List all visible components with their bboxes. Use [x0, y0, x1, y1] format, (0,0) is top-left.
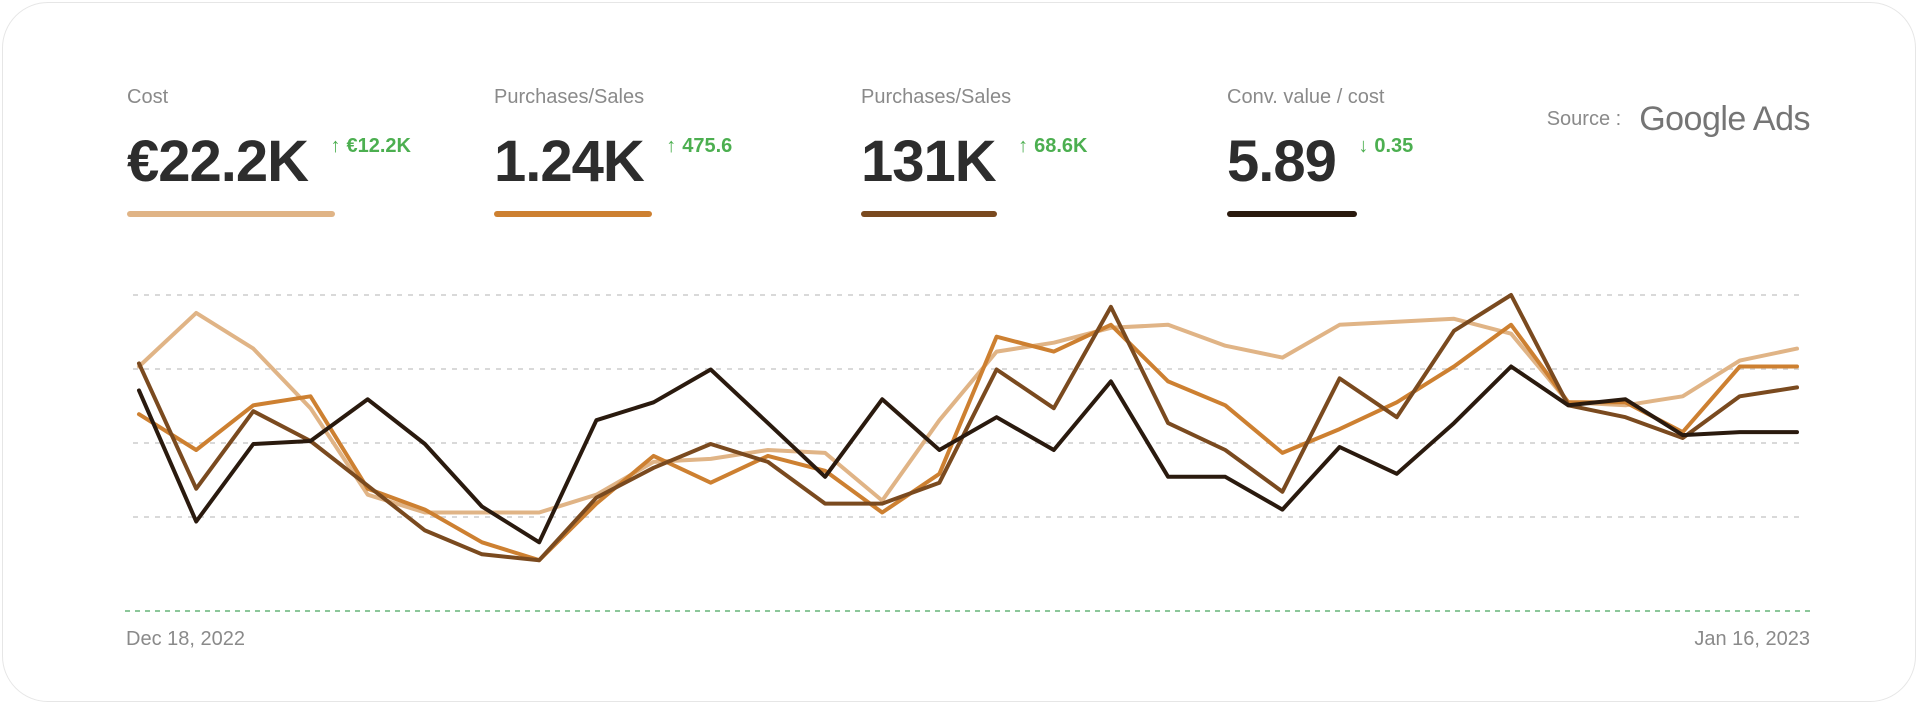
source: Source : Google Ads: [1546, 100, 1811, 139]
metric-purchases-sales-1[interactable]: Purchases/Sales 1.24K ↑ 475.6: [494, 86, 732, 217]
grid-lines: [125, 294, 1813, 612]
metric-label: Purchases/Sales: [494, 86, 645, 108]
series-line-1: [137, 310, 1799, 515]
metric-delta-value: 475.6: [682, 135, 733, 157]
series-swatch: [494, 211, 652, 217]
series-swatch: [861, 211, 997, 217]
metric-value: 1.24K: [494, 129, 645, 194]
metric-conv-value-cost[interactable]: Conv. value / cost 5.89 ↓ 0.35: [1227, 86, 1413, 217]
metric-value: €22.2K: [127, 129, 309, 194]
metric-delta: ↑ 475.6: [666, 135, 732, 158]
metric-label: Conv. value / cost: [1227, 86, 1385, 108]
series-line-2: [137, 322, 1799, 563]
x-axis-start-label: Dec 18, 2022: [126, 628, 245, 650]
metric-delta-value: 0.35: [1374, 135, 1414, 157]
metric-delta: ↓ 0.35: [1358, 135, 1413, 158]
metric-purchases-sales-2[interactable]: Purchases/Sales 131K ↑ 68.6K: [861, 86, 1087, 217]
metric-label: Cost: [127, 86, 169, 108]
metric-delta: ↑ €12.2K: [330, 135, 411, 158]
metric-value: 131K: [861, 129, 997, 194]
metric-delta: ↑ 68.6K: [1018, 135, 1087, 158]
arrow-up-icon: ↑: [1018, 135, 1029, 157]
line-chart: [125, 293, 1813, 612]
arrow-up-icon: ↑: [330, 135, 341, 157]
metric-label: Purchases/Sales: [861, 86, 1012, 108]
series-line-4: [137, 364, 1799, 545]
metric-value: 5.89: [1227, 129, 1337, 194]
arrow-down-icon: ↓: [1358, 135, 1369, 157]
metric-delta-value: €12.2K: [346, 135, 411, 157]
source-label: Source :: [1546, 108, 1622, 130]
google-ads-logo: Google Ads: [1639, 100, 1810, 138]
series-swatch: [1227, 211, 1357, 217]
x-axis-end-label: Jan 16, 2023: [1694, 628, 1810, 650]
series-lines: [137, 293, 1799, 563]
series-line-3: [137, 293, 1799, 563]
arrow-up-icon: ↑: [666, 135, 677, 157]
metric-delta-value: 68.6K: [1034, 135, 1088, 157]
series-swatch: [127, 211, 335, 217]
metric-cost[interactable]: Cost €22.2K ↑ €12.2K: [127, 86, 411, 217]
